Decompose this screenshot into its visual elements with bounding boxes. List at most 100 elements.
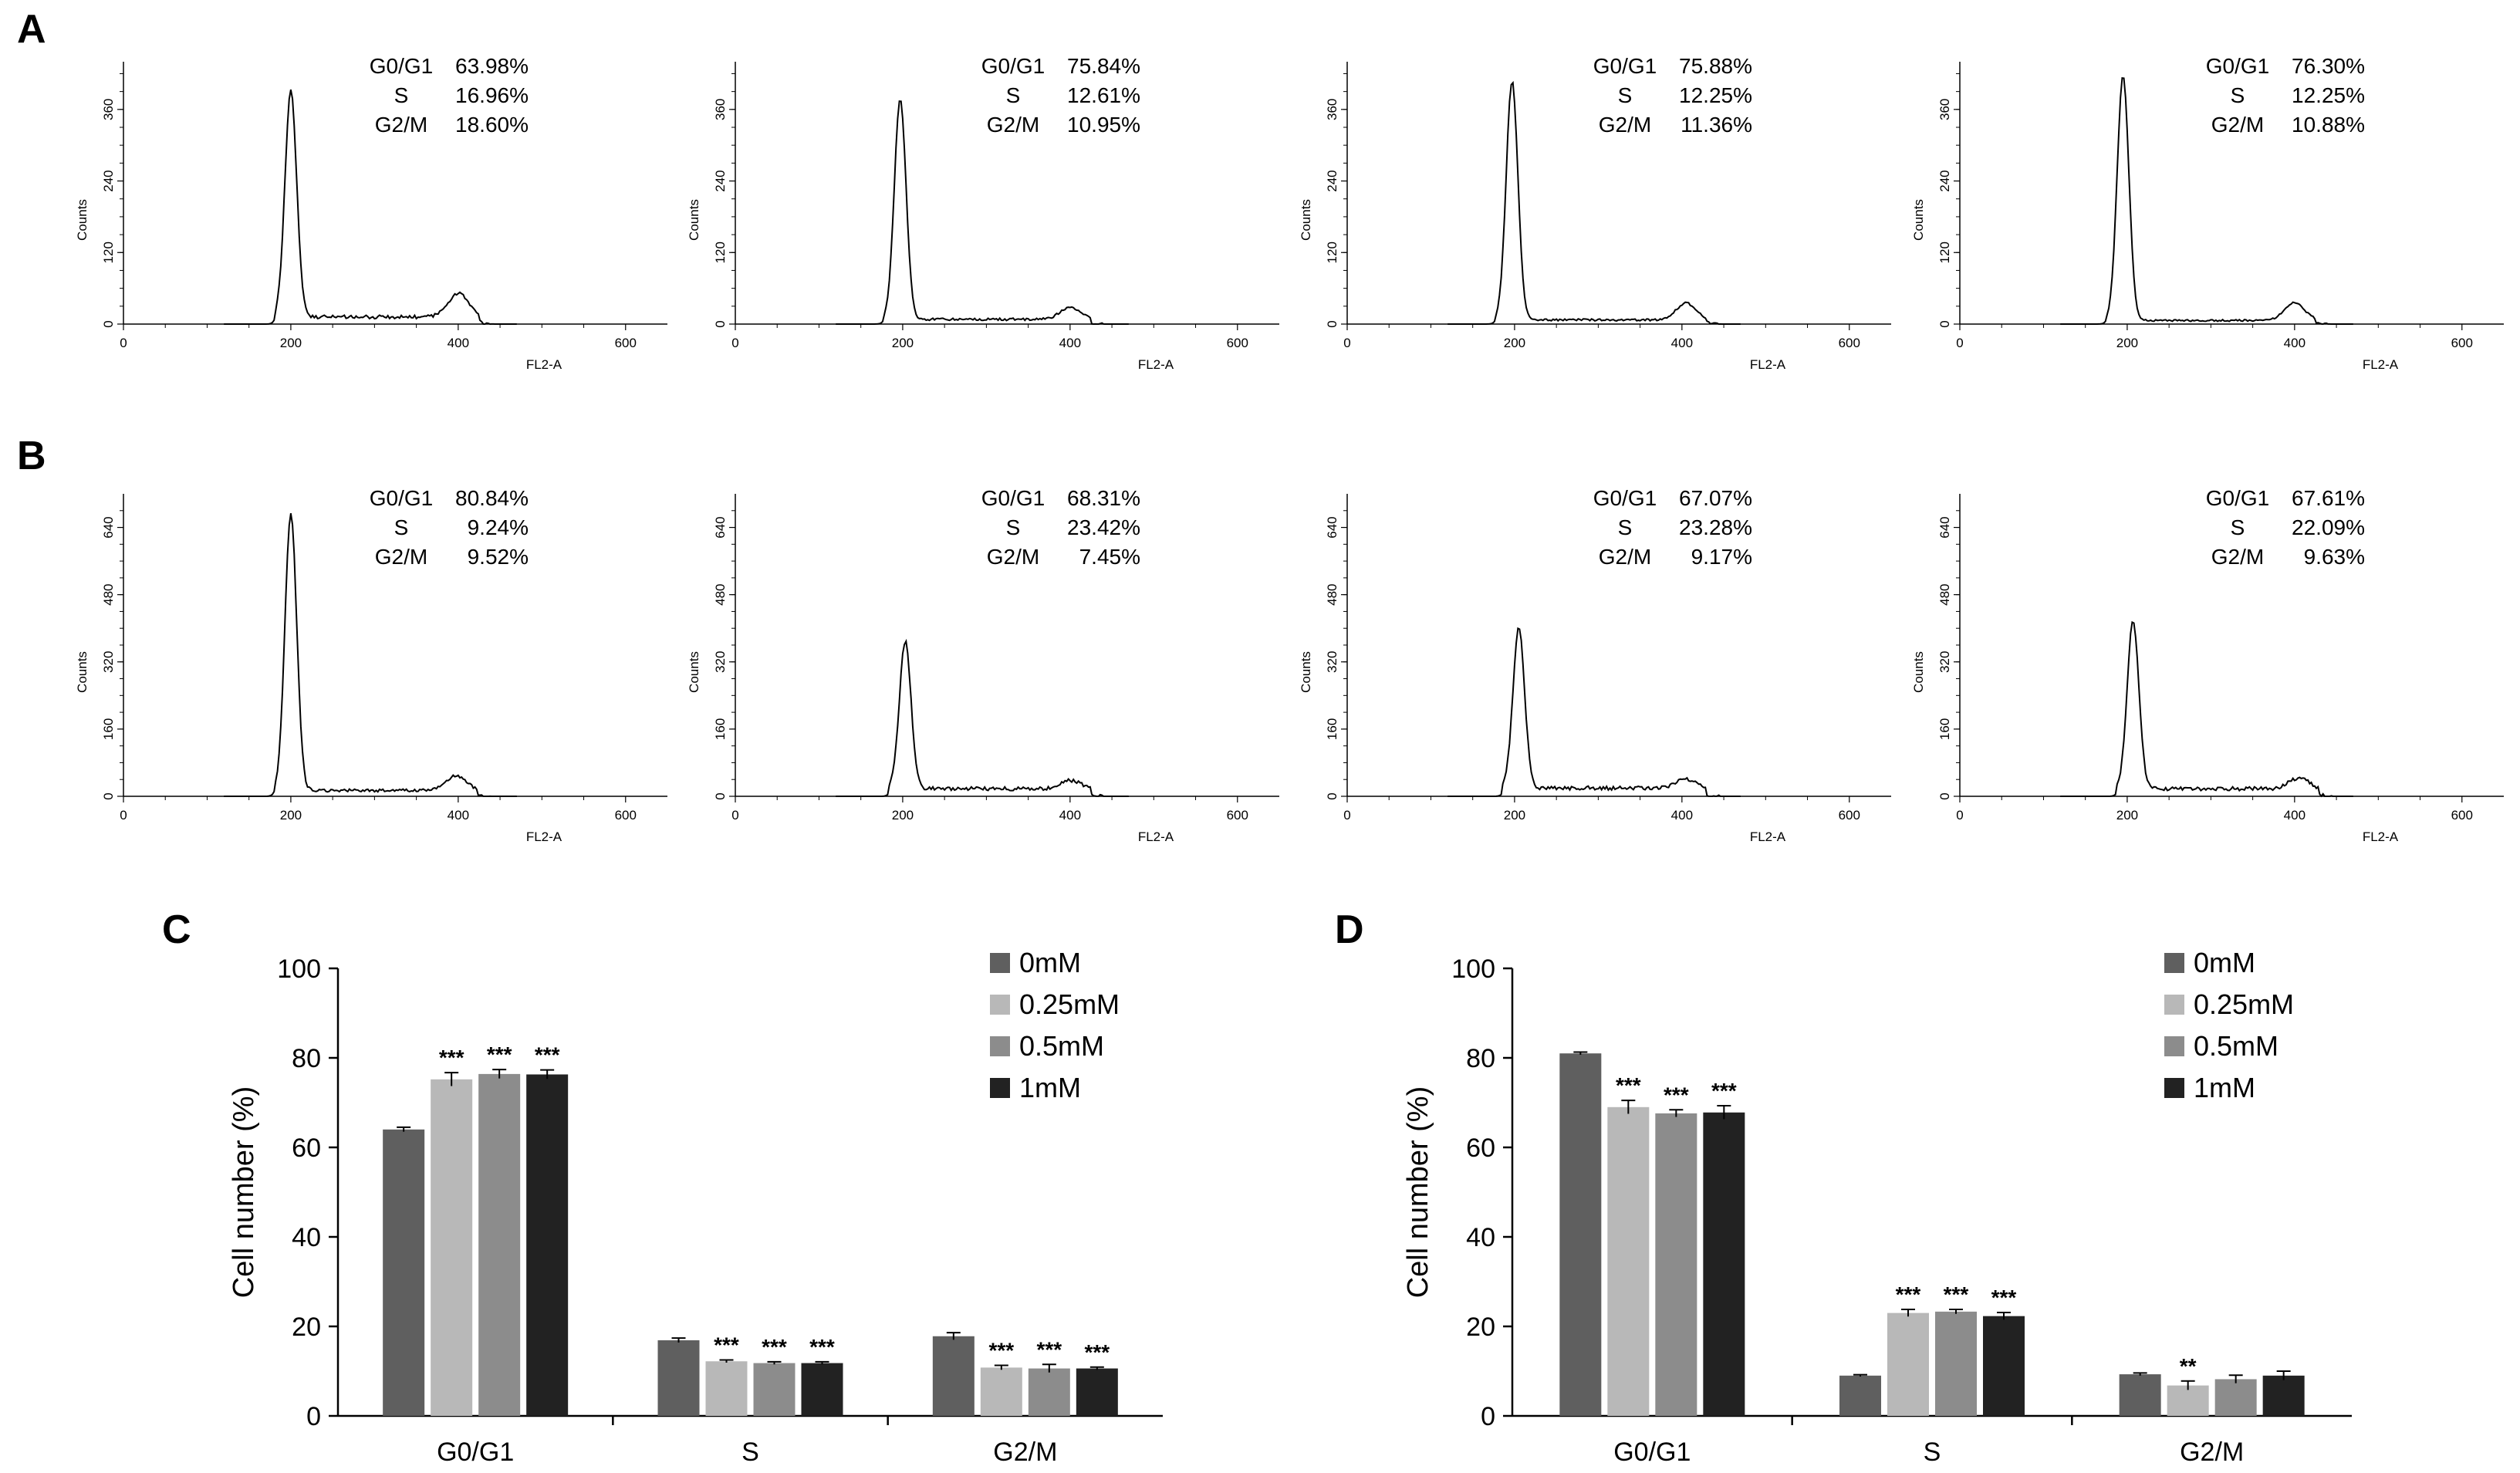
- bar: [1559, 1053, 1602, 1416]
- x-tick-label: 400: [448, 336, 469, 350]
- x-tick-label: 400: [1059, 808, 1081, 823]
- y-tick-label: 0: [101, 792, 116, 799]
- bar: [1983, 1316, 2025, 1416]
- x-tick-label: 400: [1671, 336, 1693, 350]
- phase-percent: 12.61%: [1067, 83, 1140, 107]
- y-axis-label: Counts: [75, 199, 90, 241]
- x-tick-label: 400: [2284, 808, 2305, 823]
- histogram-plot: 0 200 400 600 0 120 240 360 FL2-A Counts G0/G1 75.8…: [687, 54, 1279, 372]
- histogram-curve: [836, 638, 1129, 797]
- phase-label: G2/M: [375, 113, 427, 137]
- phase-percent: 9.63%: [2304, 545, 2365, 569]
- bar: [980, 1367, 1022, 1416]
- histogram-curve: [836, 100, 1129, 326]
- x-axis-label: FL2-A: [526, 357, 562, 372]
- significance-marker: ***: [1036, 1337, 1062, 1361]
- legend-label: 0.5mM: [1019, 1030, 1104, 1062]
- bar: [1935, 1311, 1977, 1416]
- histogram-plot: 0 200 400 600 0 160 320 480 640 FL2-A Counts G0/G1 8…: [75, 486, 667, 844]
- phase-label: G0/G1: [2206, 486, 2269, 510]
- bar: [657, 1340, 700, 1416]
- bar: [1703, 1112, 1745, 1416]
- y-tick-label: 360: [1937, 99, 1952, 120]
- x-tick-label: G0/G1: [437, 1438, 514, 1467]
- phase-label: G2/M: [1599, 545, 1651, 569]
- y-tick-label: 60: [1466, 1133, 1495, 1163]
- bar: [478, 1073, 521, 1416]
- phase-percent: 76.30%: [2292, 54, 2365, 78]
- phase-percent: 10.95%: [1067, 113, 1140, 137]
- legend-label: 0mM: [2194, 947, 2255, 978]
- phase-percent: 18.60%: [455, 113, 529, 137]
- y-axis-label: Counts: [75, 651, 90, 693]
- phase-percent: 16.96%: [455, 83, 529, 107]
- y-tick-label: 120: [1325, 242, 1339, 263]
- phase-percent: 67.61%: [2292, 486, 2365, 510]
- bar: [1887, 1313, 1929, 1416]
- histogram-curve: [224, 90, 517, 326]
- legend-label: 0.25mM: [1019, 988, 1120, 1020]
- significance-marker: ***: [487, 1042, 512, 1066]
- y-tick-label: 240: [101, 170, 116, 191]
- bar: [705, 1361, 748, 1416]
- bar: [526, 1074, 569, 1416]
- bar: [431, 1079, 473, 1416]
- x-tick-label: 600: [1227, 336, 1248, 350]
- phase-percent: 75.84%: [1067, 54, 1140, 78]
- legend-label: 1mM: [2194, 1072, 2255, 1103]
- phase-percent: 75.88%: [1679, 54, 1752, 78]
- legend-swatch: [2164, 1078, 2184, 1098]
- phase-percent: 9.52%: [468, 545, 529, 569]
- y-tick-label: 360: [101, 99, 116, 120]
- significance-marker: ***: [1944, 1282, 1969, 1306]
- significance-marker: ***: [1991, 1285, 2017, 1309]
- histogram-plot: 0 200 400 600 0 120 240 360 FL2-A Counts G0/G1 63.9…: [75, 54, 667, 372]
- bar: [932, 1336, 975, 1416]
- bar: [1655, 1113, 1697, 1416]
- y-tick-label: 0: [713, 792, 728, 799]
- x-tick-label: 0: [1343, 336, 1350, 350]
- legend-label: 0mM: [1019, 947, 1081, 978]
- x-tick-label: 600: [1227, 808, 1248, 823]
- x-tick-label: S: [741, 1438, 759, 1467]
- phase-label: G0/G1: [1593, 54, 1657, 78]
- bar: [1607, 1106, 1650, 1416]
- x-axis-label: FL2-A: [526, 829, 562, 844]
- y-tick-label: 640: [1937, 516, 1952, 538]
- panel-label-a: A: [17, 7, 46, 52]
- y-tick-label: 40: [1466, 1223, 1495, 1252]
- y-tick-label: 320: [713, 651, 728, 673]
- x-tick-label: 0: [1956, 808, 1963, 823]
- y-tick-label: 160: [1325, 718, 1339, 740]
- y-tick-label: 100: [1451, 954, 1495, 984]
- x-axis-label: FL2-A: [2363, 829, 2399, 844]
- phase-label: S: [1618, 83, 1633, 107]
- y-tick-label: 480: [1325, 583, 1339, 605]
- y-tick-label: 360: [713, 99, 728, 120]
- y-tick-label: 480: [101, 583, 116, 605]
- histogram-curve: [2060, 620, 2353, 798]
- bar: [1028, 1368, 1070, 1416]
- y-tick-label: 0: [1325, 792, 1339, 799]
- bar: [801, 1363, 843, 1416]
- histogram-plot: 0 200 400 600 0 120 240 360 FL2-A Counts G0/G1 75.8…: [1299, 54, 1891, 372]
- phase-percent: 9.24%: [468, 515, 529, 539]
- legend-swatch: [990, 995, 1010, 1015]
- x-axis-label: FL2-A: [1750, 357, 1786, 372]
- x-tick-label: 400: [448, 808, 469, 823]
- phase-label: G2/M: [375, 545, 427, 569]
- y-tick-label: 40: [292, 1223, 321, 1252]
- histogram-plot: 0 200 400 600 0 120 240 360 FL2-A Counts G0/G1 76.3…: [1911, 54, 2504, 372]
- y-tick-label: 240: [1325, 170, 1339, 191]
- phase-percent: 80.84%: [455, 486, 529, 510]
- x-axis-label: FL2-A: [1750, 829, 1786, 844]
- histogram-plot: 0 200 400 600 0 160 320 480 640 FL2-A Counts G0/G1 6…: [1911, 486, 2504, 844]
- y-tick-label: 640: [101, 516, 116, 538]
- x-tick-label: 200: [892, 808, 914, 823]
- histogram-curve: [2060, 76, 2353, 326]
- x-tick-label: 400: [2284, 336, 2305, 350]
- legend-swatch: [2164, 953, 2184, 973]
- phase-label: G2/M: [2211, 545, 2264, 569]
